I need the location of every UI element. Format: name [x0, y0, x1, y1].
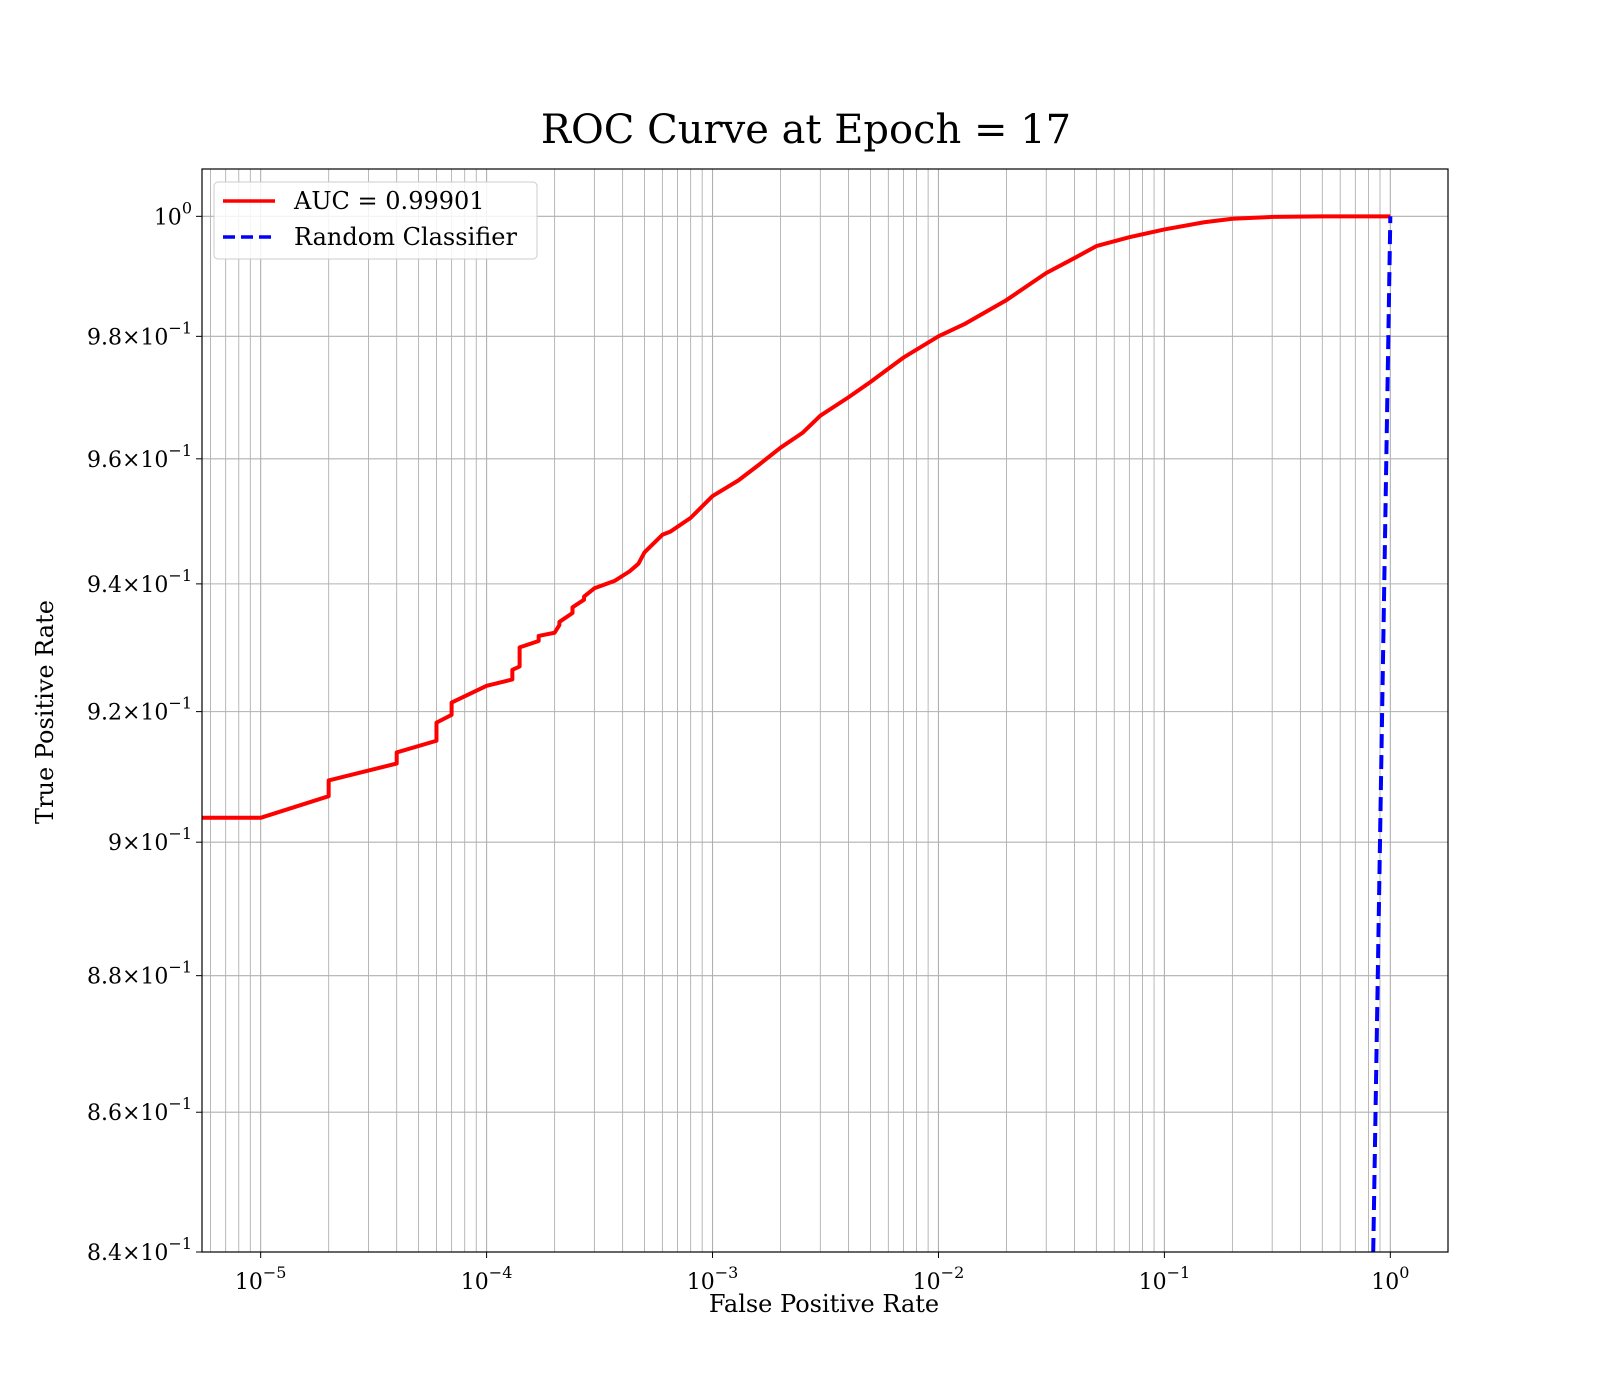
legend: AUC = 0.99901 Random Classifier [213, 181, 538, 260]
plot-frame [201, 168, 1449, 1253]
chart-title: ROC Curve at Epoch = 17 [541, 107, 1071, 153]
grid-lines [202, 169, 1448, 1253]
legend-label-random: Random Classifier [294, 223, 517, 251]
legend-box [213, 181, 538, 260]
y-axis-label: True Positive Rate [31, 600, 59, 824]
series-layer [202, 214, 1393, 1252]
x-axis-label: False Positive Rate [709, 1290, 939, 1318]
legend-label-auc: AUC = 0.99901 [293, 187, 485, 215]
plot-area [202, 169, 1448, 1252]
roc-curve-line [202, 214, 1391, 820]
random-classifier-line [1371, 216, 1393, 1252]
